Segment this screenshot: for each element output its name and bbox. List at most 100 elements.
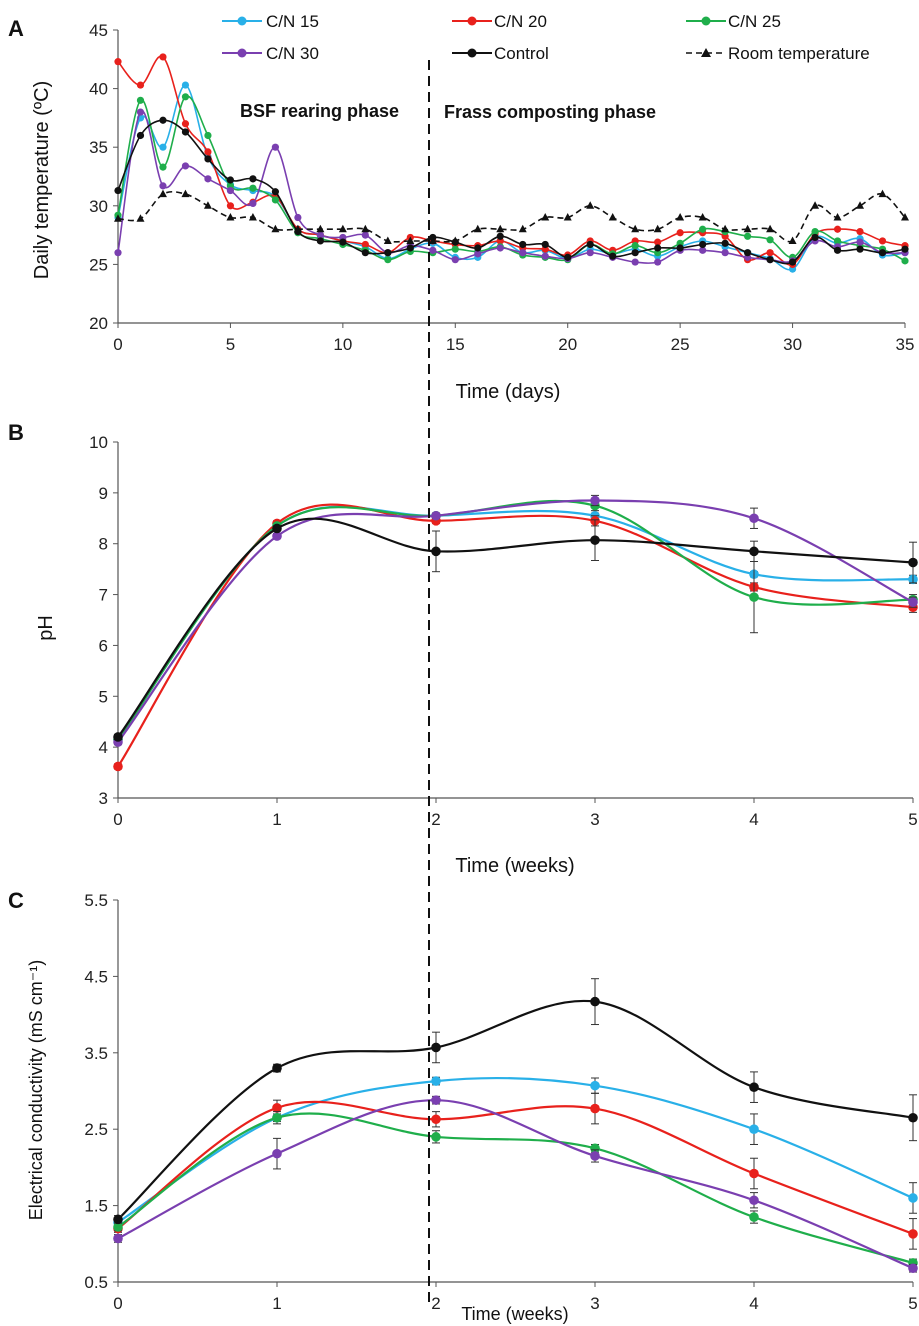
x-tick-label: 5 [908,810,917,829]
data-point [856,201,865,209]
data-point [590,996,600,1007]
data-point [248,213,257,221]
legend-label-cn30: C/N 30 [266,44,319,63]
data-point [609,252,617,260]
data-point [159,143,167,151]
series-line-c-n-15 [117,505,914,741]
data-point [721,224,730,233]
data-point [272,523,282,534]
data-point [676,229,684,237]
data-point [271,196,279,204]
series-control [113,517,918,742]
data-point [474,244,482,252]
data-point [114,58,122,66]
x-tick-label: 4 [749,1294,758,1313]
series-line-c-n-25 [117,499,914,741]
series-room-temperature [114,189,909,244]
data-point [406,244,414,252]
legend-marker-cn15 [237,16,247,26]
y-tick-label: 3.5 [84,1044,108,1063]
data-point [451,256,459,264]
series-line-c-n-20 [117,503,914,768]
data-point [451,245,459,253]
data-point [204,175,212,183]
y-tick-label: 45 [89,21,108,40]
data-point [788,236,797,244]
data-point [159,182,167,190]
x-tick-label: 2 [431,1294,440,1313]
data-point [654,238,662,246]
data-point [586,240,594,249]
data-point [431,1132,441,1142]
x-tick-label: 1 [272,810,281,829]
y-tick-label: 0.5 [84,1273,108,1292]
x-tick-label: 10 [333,335,352,354]
legend-marker-cn20 [467,16,477,26]
data-point [833,213,842,221]
data-point [749,592,759,602]
data-point [766,256,774,264]
data-point [114,186,122,195]
data-point [749,1082,759,1092]
data-point [811,201,820,209]
panel-b-chart: 3 4 5 6 7 8 9 10 0 1 2 3 4 5 [89,433,918,829]
data-point [204,155,212,163]
data-point [856,227,864,236]
data-point [272,1148,282,1159]
data-point [496,224,505,233]
data-point [113,1222,123,1232]
data-point [361,240,369,249]
data-point [518,224,527,233]
y-tick-label: 6 [99,636,108,655]
data-point [749,546,759,557]
legend-label-cn20: C/N 20 [494,12,547,31]
data-point [541,240,549,249]
legend-marker-cn30 [237,48,247,58]
data-point [431,1042,441,1053]
data-point [361,224,370,233]
data-point [699,240,707,249]
data-point [451,236,460,244]
data-point [654,244,662,252]
y-tick-label: 5 [99,687,108,706]
series-control [114,116,909,266]
data-point [272,1063,282,1073]
legend-marker-room-temperature [701,48,711,57]
y-tick-label: 7 [99,586,108,605]
data-point [908,597,918,607]
legend-item-room-temperature: Room temperature [686,44,870,63]
data-point [631,249,639,257]
data-point [749,1195,759,1206]
data-point [586,249,594,257]
data-point [159,116,167,124]
legend-label-room-temperature: Room temperature [728,44,870,63]
data-point [272,1103,282,1113]
data-point [519,240,527,249]
data-point [749,1212,759,1222]
y-tick-label: 35 [89,138,108,157]
x-tick-label: 0 [113,810,122,829]
data-point [226,202,235,210]
panel-b-ylabel: pH [35,615,57,641]
panel-label-b: B [8,420,24,445]
data-point [564,253,572,261]
legend-marker-cn25 [701,16,711,26]
data-point [496,232,504,240]
series-c-n-20 [113,1092,918,1250]
x-tick-label: 5 [226,335,235,354]
data-point [429,246,437,254]
data-point [181,81,190,89]
legend-label-cn25: C/N 25 [728,12,781,31]
data-point [338,224,347,233]
data-point [901,213,909,221]
panel-c-xlabel: Time (weeks) [461,1304,568,1324]
x-tick-label: 5 [908,1294,917,1313]
data-point [721,249,729,257]
y-tick-label: 30 [89,197,108,216]
data-point [749,1124,759,1134]
legend-item-control: Control [452,44,549,63]
data-point [136,214,145,222]
data-point [272,1112,282,1123]
data-point [788,258,797,266]
data-point [181,93,190,101]
